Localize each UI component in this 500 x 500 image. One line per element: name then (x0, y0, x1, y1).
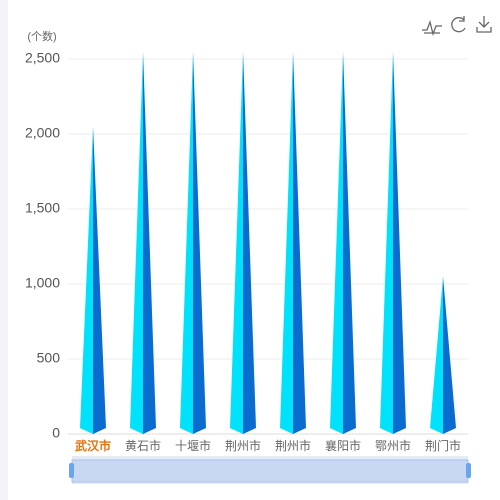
bar-face-left (80, 126, 93, 434)
bar-face-right (393, 51, 406, 434)
y-tick-label: 2,500 (25, 50, 60, 66)
y-tick-label: 1,000 (25, 275, 60, 291)
bar-face-left (230, 51, 243, 434)
y-tick-label: 1,500 (25, 200, 60, 216)
toolbox[interactable] (422, 16, 492, 37)
bar (330, 51, 356, 434)
x-tick-label: 荆门市 (425, 438, 461, 453)
x-tick-label: 十堰市 (175, 438, 211, 453)
x-tick-label: 黄石市 (125, 438, 161, 453)
bar-face-right (343, 51, 356, 434)
bar (130, 51, 156, 434)
bar-face-left (330, 51, 343, 434)
x-tick-label: 荆州市 (275, 438, 311, 453)
y-tick-label: 0 (52, 425, 60, 441)
x-tick-label: 武汉市 (75, 438, 111, 453)
download-icon[interactable] (476, 16, 492, 33)
zoom-handle[interactable] (466, 463, 471, 478)
x-tick-label: 荆州市 (225, 438, 261, 453)
zoom-window[interactable] (71, 459, 469, 483)
y-axis-label: (个数) (27, 30, 56, 43)
x-tick-label: 鄂州市 (375, 438, 411, 453)
bar (180, 51, 206, 434)
x-tick-label: 襄阳市 (325, 438, 361, 453)
y-tick-label: 2,000 (25, 125, 60, 141)
zoom-handle[interactable] (69, 463, 74, 478)
side-strip (0, 0, 8, 500)
bar-face-left (130, 51, 143, 434)
data-zoom[interactable] (69, 456, 471, 484)
bar-face-right (243, 51, 256, 434)
bar (80, 126, 106, 434)
bar-face-left (430, 276, 443, 434)
bar-face-left (380, 51, 393, 434)
bar-face-right (293, 51, 306, 434)
bar-face-right (443, 276, 456, 434)
bar-face-left (180, 51, 193, 434)
bar (430, 276, 456, 434)
bar-face-left (280, 51, 293, 434)
restore-icon[interactable] (451, 16, 466, 33)
bar (380, 51, 406, 434)
bar (230, 51, 256, 434)
bar-face-right (93, 126, 106, 434)
bar-face-right (193, 51, 206, 434)
y-tick-label: 500 (37, 350, 61, 366)
line-switch-icon[interactable] (422, 19, 442, 37)
bar (280, 51, 306, 434)
bar-face-right (143, 51, 156, 434)
